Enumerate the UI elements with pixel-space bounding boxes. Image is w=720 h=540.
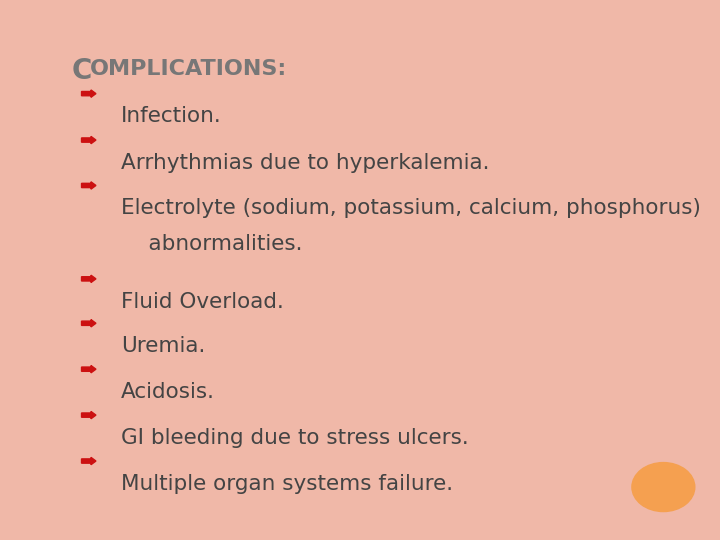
- Text: Multiple organ systems failure.: Multiple organ systems failure.: [121, 474, 453, 494]
- Circle shape: [632, 463, 695, 511]
- Polygon shape: [81, 366, 96, 373]
- Text: C: C: [72, 57, 92, 85]
- Text: Acidosis.: Acidosis.: [121, 382, 215, 402]
- Text: GI bleeding due to stress ulcers.: GI bleeding due to stress ulcers.: [121, 428, 469, 448]
- Text: Arrhythmias due to hyperkalemia.: Arrhythmias due to hyperkalemia.: [121, 153, 490, 173]
- Polygon shape: [81, 90, 96, 97]
- Text: Electrolyte (sodium, potassium, calcium, phosphorus): Electrolyte (sodium, potassium, calcium,…: [121, 198, 701, 218]
- Polygon shape: [81, 320, 96, 327]
- Polygon shape: [81, 411, 96, 419]
- Text: abnormalities.: abnormalities.: [121, 234, 302, 254]
- Text: Fluid Overload.: Fluid Overload.: [121, 292, 284, 312]
- Polygon shape: [81, 137, 96, 144]
- Polygon shape: [81, 182, 96, 189]
- Text: Infection.: Infection.: [121, 106, 222, 126]
- Polygon shape: [81, 457, 96, 465]
- Text: OMPLICATIONS:: OMPLICATIONS:: [90, 59, 287, 79]
- Polygon shape: [81, 275, 96, 282]
- Text: Uremia.: Uremia.: [121, 336, 205, 356]
